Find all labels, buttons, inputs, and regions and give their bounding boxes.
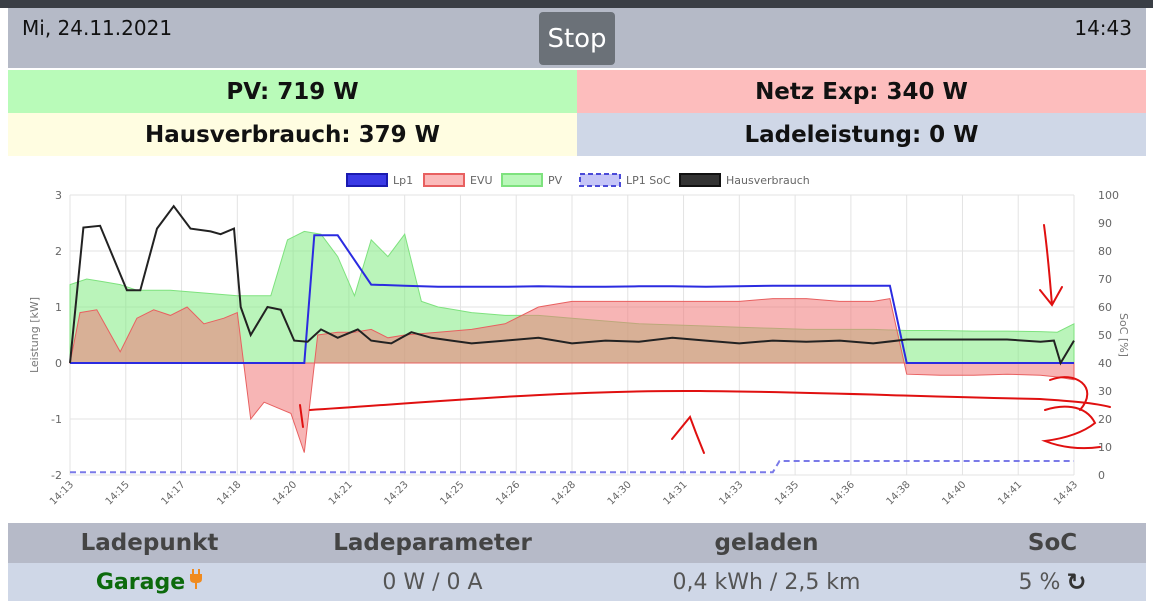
header-geladen: geladen <box>714 530 819 556</box>
legend-swatch <box>423 173 465 187</box>
y-tick-label: 3 <box>55 189 62 202</box>
y2-tick-label: 70 <box>1098 273 1112 286</box>
header-bar: Mi, 24.11.2021 Stop 14:43 <box>8 8 1146 68</box>
stop-button[interactable]: Stop <box>539 12 615 65</box>
y2-tick-label: 90 <box>1098 217 1112 230</box>
header-soc: SoC <box>1027 530 1078 556</box>
x-tick-label: 14:38 <box>885 479 913 507</box>
y-tick-label: 0 <box>55 357 62 370</box>
legend-swatch <box>679 173 721 187</box>
ladepunkt-name[interactable]: Garage <box>95 569 186 595</box>
x-tick-label: 14:31 <box>662 479 690 507</box>
ladeleistung-tile: Ladeleistung: 0 W <box>577 113 1146 156</box>
header-ladepunkt: Ladepunkt <box>80 530 219 556</box>
red-annotation-number <box>1041 376 1101 450</box>
time-label: 14:43 <box>1074 16 1132 40</box>
ladeleistung-label: Ladeleistung: <box>744 121 922 148</box>
table-header: Ladepunkt Ladeparameter geladen SoC <box>8 523 1146 563</box>
refresh-icon[interactable]: ↻ <box>1066 568 1087 596</box>
x-tick-label: 14:40 <box>940 479 968 507</box>
y-axis-title: Leistung [kW] <box>28 297 41 373</box>
y2-tick-label: 10 <box>1098 441 1112 454</box>
legend-label: LP1 SoC <box>626 174 671 187</box>
hausverbrauch-tile: Hausverbrauch: 379 W <box>8 113 577 156</box>
legend-label: EVU <box>470 174 493 187</box>
pv-label: PV: <box>226 78 270 105</box>
x-tick-label: 14:25 <box>438 479 466 507</box>
y-tick-label: -1 <box>51 413 62 426</box>
red-annotation-arrow <box>671 415 705 454</box>
netz-tile: Netz Exp: 340 W <box>577 70 1146 113</box>
x-tick-label: 14:26 <box>494 479 522 507</box>
x-tick-label: 14:33 <box>717 479 745 507</box>
x-tick-label: 14:36 <box>829 479 857 507</box>
x-tick-label: 14:21 <box>327 479 355 507</box>
y2-tick-label: 50 <box>1098 329 1112 342</box>
x-tick-label: 14:13 <box>48 479 76 507</box>
soc-cell: 5 % ↻ <box>959 563 1146 601</box>
y-tick-label: 1 <box>55 301 62 314</box>
legend-swatch <box>501 173 543 187</box>
x-tick-label: 14:23 <box>383 479 411 507</box>
legend-label: Hausverbrauch <box>726 174 810 187</box>
x-tick-label: 14:41 <box>996 479 1024 507</box>
window-top-border <box>0 0 1153 8</box>
hausverbrauch-value: 379 W <box>358 121 441 148</box>
y-tick-label: 2 <box>55 245 62 258</box>
ladeleistung-value: 0 W <box>929 121 979 148</box>
date-label: Mi, 24.11.2021 <box>22 16 173 40</box>
legend-swatch <box>346 173 388 187</box>
series-lp1-soc-line <box>70 460 1074 474</box>
x-tick-label: 14:28 <box>550 479 578 507</box>
red-annotation-line <box>309 389 1111 411</box>
y2-tick-label: 40 <box>1098 357 1112 370</box>
x-tick-label: 14:17 <box>160 479 188 507</box>
y2-tick-label: 30 <box>1098 385 1112 398</box>
red-annotation-down-arrow <box>1039 224 1063 307</box>
soc-value: 5 % <box>1018 569 1061 595</box>
y2-tick-label: 20 <box>1098 413 1112 426</box>
series-evu-area <box>69 298 1075 453</box>
netz-value: 340 W <box>886 78 968 105</box>
x-tick-label: 14:18 <box>215 479 243 507</box>
pv-value: 719 W <box>277 78 359 105</box>
netz-label: Netz Exp: <box>755 78 879 105</box>
geladen-value: 0,4 kWh / 2,5 km <box>672 569 861 595</box>
legend-label: PV <box>548 174 563 187</box>
plug-icon <box>189 569 203 595</box>
x-tick-label: 14:20 <box>271 479 299 507</box>
ladeparameter-value: 0 W / 0 A <box>382 569 483 595</box>
table-row: Garage 0 W / 0 A 0,4 kWh / 2,5 km 5 % ↻ <box>8 563 1146 601</box>
pv-tile: PV: 719 W <box>8 70 577 113</box>
x-tick-label: 14:35 <box>773 479 801 507</box>
y2-tick-label: 80 <box>1098 245 1112 258</box>
y2-tick-label: 60 <box>1098 301 1112 314</box>
y-tick-label: -2 <box>51 469 62 482</box>
series-hausverbrauch-line <box>69 204 1075 366</box>
legend-label: Lp1 <box>393 174 413 187</box>
header-ladeparameter: Ladeparameter <box>333 530 532 556</box>
red-annotation-mark <box>299 404 304 428</box>
x-tick-label: 14:30 <box>606 479 634 507</box>
y2-axis-title: SoC [%] <box>1117 313 1130 357</box>
y2-tick-label: 100 <box>1098 189 1119 202</box>
series-lp1-line <box>70 234 1074 364</box>
ladepunkt-cell[interactable]: Garage <box>8 563 291 601</box>
hausverbrauch-label: Hausverbrauch: <box>144 121 351 148</box>
x-tick-label: 14:43 <box>1052 479 1080 507</box>
legend-swatch <box>579 173 621 187</box>
y2-tick-label: 0 <box>1098 469 1105 482</box>
x-tick-label: 14:15 <box>104 479 132 507</box>
